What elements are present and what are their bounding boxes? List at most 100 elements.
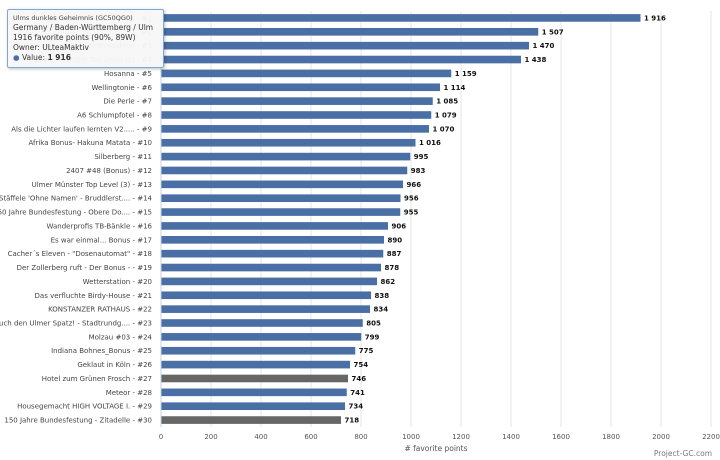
category-label: Geklaut in Köln - #26 xyxy=(77,361,152,369)
bar xyxy=(161,97,433,105)
category-label: Molzau #03 - #24 xyxy=(89,333,153,341)
bar xyxy=(161,125,429,133)
bar xyxy=(161,346,356,355)
bar xyxy=(161,291,371,300)
data-label: 956 xyxy=(404,195,419,203)
bar xyxy=(161,83,440,92)
data-label: 1 916 xyxy=(644,14,666,22)
category-label: Als die Lichter laufen lernten V2..... -… xyxy=(11,125,152,133)
data-label: 906 xyxy=(392,222,407,230)
category-label: Ulmer Münster Top Level (3) - #13 xyxy=(32,181,152,189)
tooltip-header: Ulms dunkles Geheimnis (GC50QG0) xyxy=(13,14,133,22)
bar xyxy=(161,152,411,161)
category-label: A6 Schlumpfotel - #8 xyxy=(77,112,152,120)
category-label: Hotel zum Grünen Frosch - #27 xyxy=(42,375,152,383)
tooltip-value-label: Value: xyxy=(21,53,46,62)
x-tick-label: 0 xyxy=(159,433,163,441)
category-label: Indiana Bohnes_Bonus - #25 xyxy=(51,347,152,355)
bar xyxy=(161,416,341,424)
chart-tooltip: Ulms dunkles Geheimnis (GC50QG0) Germany… xyxy=(7,9,164,68)
data-label: 734 xyxy=(349,403,364,411)
category-label: Die Perle - #7 xyxy=(103,98,152,106)
category-label: Wetterstation - #20 xyxy=(83,278,152,286)
bar xyxy=(161,27,539,36)
tooltip-location: Germany / Baden-Württemberg / Ulm xyxy=(13,23,154,32)
data-label: 890 xyxy=(388,236,403,244)
tooltip-value-row: ● Value: 1 916 xyxy=(13,53,158,63)
bar xyxy=(161,194,401,203)
data-label: 746 xyxy=(352,375,367,383)
bar xyxy=(161,388,347,397)
bar xyxy=(161,360,350,369)
category-label: Housegemacht HIGH VOLTAGE I. - #29 xyxy=(17,403,152,411)
bar xyxy=(161,55,521,64)
data-label: 862 xyxy=(381,278,396,286)
category-label: Wellingtonie - #6 xyxy=(91,84,152,92)
bar xyxy=(161,14,641,22)
data-label: 1 470 xyxy=(533,42,555,50)
data-label: 955 xyxy=(404,209,419,217)
category-label: Das verfluchte Birdy-House - #21 xyxy=(35,292,152,300)
category-label: Der Zollerberg ruft - Der Bonus - - #19 xyxy=(17,264,152,272)
bar xyxy=(161,305,370,313)
category-label: KONSTANZER RATHAUS - #22 xyxy=(48,306,152,314)
bar xyxy=(161,333,362,341)
bar xyxy=(161,402,345,411)
category-label: Hosanna - #5 xyxy=(104,70,152,78)
bar xyxy=(161,277,377,286)
bar xyxy=(161,249,384,258)
data-label: 1 438 xyxy=(525,56,547,64)
bar xyxy=(161,263,381,272)
data-label: 799 xyxy=(365,333,380,341)
tooltip-bullet: ● xyxy=(13,53,20,62)
credit-text: Project-GC.com xyxy=(654,449,712,458)
category-label: Es war einmal... Bonus - #17 xyxy=(51,236,152,244)
category-label: Wanderprofis TB-Bänkle - #16 xyxy=(47,222,153,230)
data-label: 1 507 xyxy=(542,28,564,36)
bar xyxy=(161,41,529,50)
category-label: Meteor - #28 xyxy=(106,389,152,397)
x-tick-label: 2000 xyxy=(652,433,670,441)
data-label: 1 114 xyxy=(444,84,466,92)
bar xyxy=(161,374,348,383)
x-tick-label: 2200 xyxy=(702,433,720,441)
data-label: 834 xyxy=(374,306,389,314)
data-label: 775 xyxy=(359,347,374,355)
x-tick-label: 800 xyxy=(354,433,367,441)
category-label: Cacher´s Eleven - "Dosenautomat" - #18 xyxy=(8,250,152,258)
x-tick-label: 200 xyxy=(204,433,217,441)
data-label: 1 159 xyxy=(455,70,477,78)
x-tick-label: 400 xyxy=(254,433,267,441)
x-tick-label: 600 xyxy=(304,433,317,441)
category-label: Stäffele 'Ohne Namen' - Bruddlerst.... -… xyxy=(0,195,153,203)
tooltip-owner: Owner: ULteaMaktiv xyxy=(13,43,89,52)
tooltip-value: 1 916 xyxy=(47,53,71,62)
bar xyxy=(161,180,403,189)
bar xyxy=(161,166,408,175)
data-label: 887 xyxy=(387,250,402,258)
x-axis-title: # favorite points xyxy=(404,444,467,453)
category-label: Silberberg - #11 xyxy=(94,153,152,161)
bar xyxy=(161,208,401,216)
bar xyxy=(161,138,416,147)
data-label: 995 xyxy=(414,153,429,161)
tooltip-favorites: 1916 favorite points (90%, 89W) xyxy=(13,33,136,42)
data-label: 1 070 xyxy=(433,125,455,133)
bar xyxy=(161,69,452,78)
data-label: 805 xyxy=(366,320,381,328)
data-label: 741 xyxy=(350,389,365,397)
bar xyxy=(161,235,384,244)
data-label: 878 xyxy=(385,264,400,272)
data-label: 718 xyxy=(345,417,360,425)
data-label: 754 xyxy=(354,361,369,369)
data-label: 1 079 xyxy=(435,112,457,120)
bar xyxy=(161,222,388,230)
x-tick-label: 1200 xyxy=(452,433,470,441)
data-label: 1 085 xyxy=(436,98,458,106)
x-tick-label: 1400 xyxy=(502,433,520,441)
data-label: 1 016 xyxy=(419,139,441,147)
data-label: 838 xyxy=(375,292,390,300)
bar xyxy=(161,319,363,327)
data-label: 983 xyxy=(411,167,426,175)
